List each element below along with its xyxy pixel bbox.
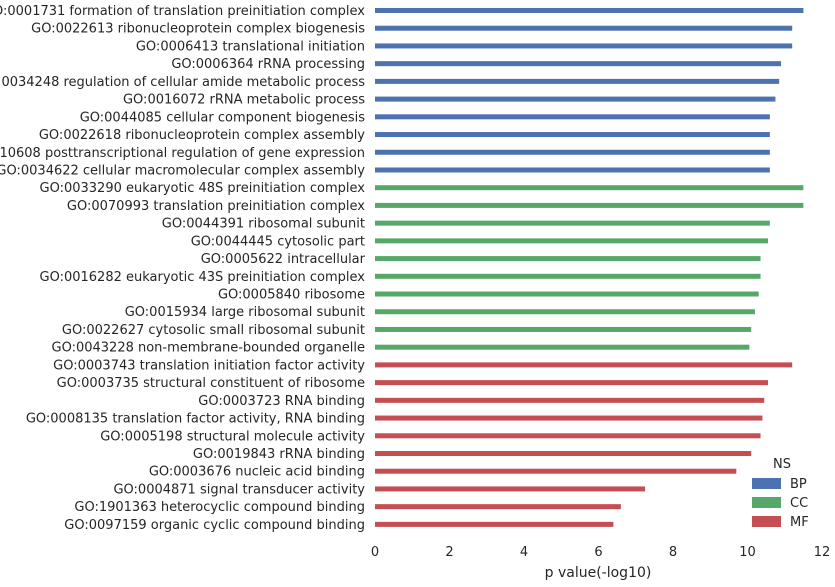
bar [375, 61, 782, 67]
bar [375, 291, 759, 297]
bar [375, 433, 761, 439]
category-label: GO:0022618 ribonucleoprotein complex ass… [39, 128, 365, 143]
bar [375, 149, 770, 155]
bar [375, 220, 770, 226]
legend-swatch [752, 516, 781, 527]
category-label: GO:0003723 RNA binding [198, 394, 365, 409]
bar [375, 185, 804, 191]
bar [375, 8, 804, 13]
bar [375, 202, 804, 208]
category-label: GO:0003735 structural constituent of rib… [57, 376, 365, 391]
category-label: GO:0070993 translation preinitiation com… [67, 199, 365, 214]
bars-group [375, 8, 804, 527]
category-label: GO:0015934 large ribosomal subunit [125, 305, 365, 320]
bar [375, 238, 768, 244]
bar [375, 397, 765, 403]
x-tick-label: 8 [669, 545, 677, 560]
legend-label: BP [790, 477, 807, 492]
legend-swatch [752, 478, 781, 489]
bar [375, 362, 793, 368]
bar [375, 167, 770, 173]
bar [375, 256, 761, 262]
category-label: GO:0034622 cellular macromolecular compl… [0, 163, 365, 178]
category-label: GO:0010608 posttranscriptional regulatio… [0, 146, 365, 161]
x-tick-labels-group: 0 2 4 6 8 10 12 [371, 545, 830, 560]
x-tick-label: 12 [814, 545, 831, 560]
category-label: GO:0019843 rRNA binding [193, 447, 365, 462]
category-label: GO:1901363 heterocyclic compound binding [74, 500, 365, 515]
category-label: GO:0022627 cytosolic small ribosomal sub… [62, 323, 365, 338]
category-label: GO:0004871 signal transducer activity [113, 482, 365, 497]
category-label: GO:0005622 intracellular [201, 252, 366, 267]
category-label: GO:0003676 nucleic acid binding [149, 465, 365, 480]
bar [375, 326, 752, 332]
bar [375, 273, 761, 279]
category-label: GO:0006364 rRNA processing [171, 57, 365, 72]
legend-entries-group: BP CC MF [752, 477, 809, 530]
bar [375, 451, 752, 456]
legend-swatch [752, 497, 781, 508]
bar [375, 25, 793, 31]
legend-title: NS [773, 457, 791, 472]
legend: NS BP CC MF [752, 457, 809, 530]
category-label: GO:0006413 translational initiation [136, 39, 365, 54]
category-label: GO:0003743 translation initiation factor… [53, 358, 365, 373]
bar [375, 521, 614, 527]
category-label: GO:0044085 cellular component biogenesis [80, 110, 366, 125]
bar [375, 43, 793, 49]
category-label: GO:0001731 formation of translation prei… [0, 4, 365, 19]
category-label: GO:0044391 ribosomal subunit [162, 217, 365, 232]
bar [375, 78, 780, 84]
category-label: GO:0016072 rRNA metabolic process [123, 93, 365, 108]
legend-label: CC [790, 496, 808, 511]
category-label: GO:0008135 translation factor activity, … [26, 412, 365, 427]
category-label: GO:0034248 regulation of cellular amide … [0, 75, 365, 90]
bar [375, 132, 770, 138]
category-label: GO:0033290 eukaryotic 48S preinitiation … [40, 181, 366, 196]
category-label: GO:0043228 non-membrane-bounded organell… [52, 341, 366, 356]
bar [375, 96, 776, 102]
x-tick-label: 0 [371, 545, 379, 560]
bar [375, 504, 621, 510]
bar [375, 380, 768, 386]
bar [375, 486, 646, 492]
category-label: GO:0005840 ribosome [218, 288, 365, 303]
bar [375, 415, 763, 421]
bar [375, 468, 737, 474]
x-axis-title: p value(-log10) [545, 565, 652, 581]
bar [375, 344, 750, 350]
bar [375, 114, 770, 120]
category-label: GO:0016282 eukaryotic 43S preinitiation … [40, 270, 366, 285]
bar [375, 309, 755, 315]
x-tick-label: 10 [739, 545, 756, 560]
x-tick-label: 6 [594, 545, 602, 560]
x-tick-label: 4 [520, 545, 528, 560]
category-label: GO:0005198 structural molecule activity [100, 429, 365, 444]
legend-label: MF [790, 515, 809, 530]
x-tick-label: 2 [445, 545, 453, 560]
category-label: GO:0022613 ribonucleoprotein complex bio… [31, 22, 365, 37]
category-labels-group: GO:0001731 formation of translation prei… [0, 4, 366, 533]
category-label: GO:0044445 cytosolic part [191, 234, 365, 249]
category-label: GO:0097159 organic cyclic compound bindi… [64, 518, 365, 533]
